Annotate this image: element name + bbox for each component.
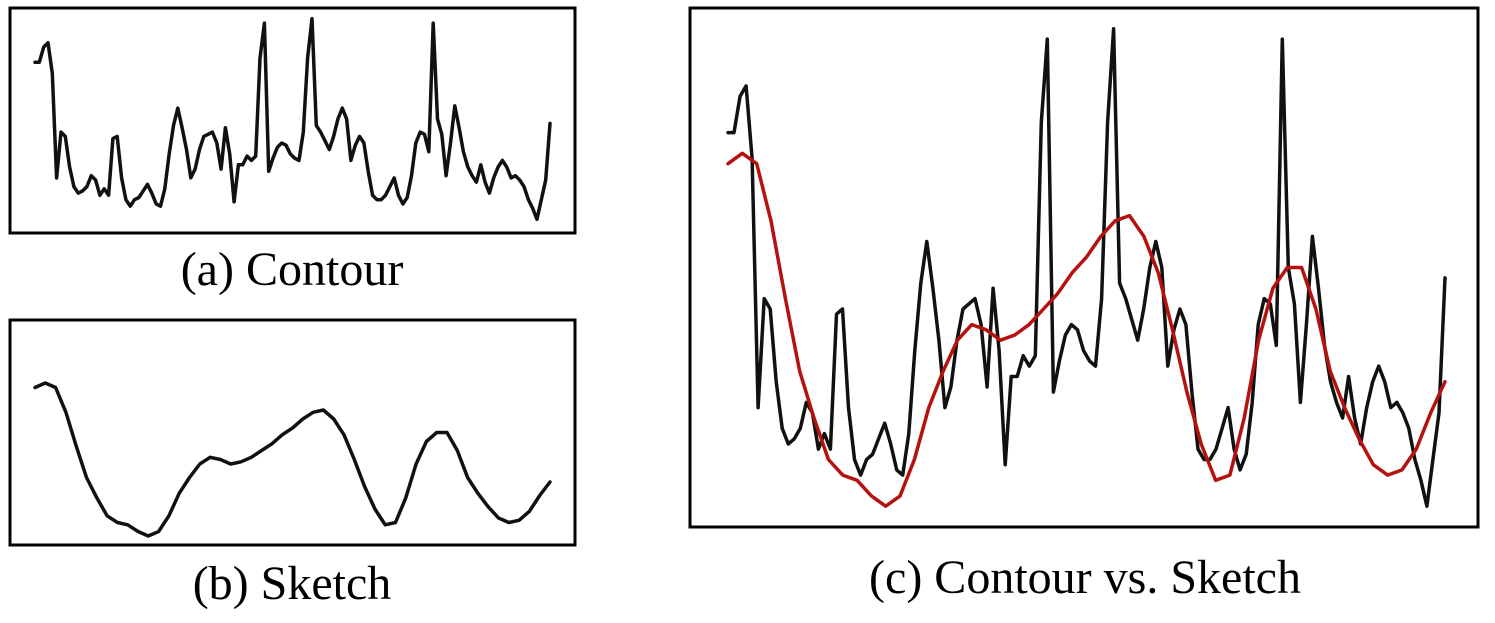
panel-frame bbox=[8, 6, 577, 235]
caption: (a) Contour bbox=[181, 243, 404, 296]
caption: (b) Sketch bbox=[193, 557, 392, 610]
data-line bbox=[33, 381, 552, 538]
data-line bbox=[726, 151, 1447, 508]
panel-frame bbox=[688, 6, 1480, 529]
panel-frame bbox=[8, 318, 577, 547]
data-line bbox=[726, 27, 1447, 508]
caption: (c) Contour vs. Sketch bbox=[869, 551, 1301, 604]
data-line bbox=[33, 16, 552, 222]
